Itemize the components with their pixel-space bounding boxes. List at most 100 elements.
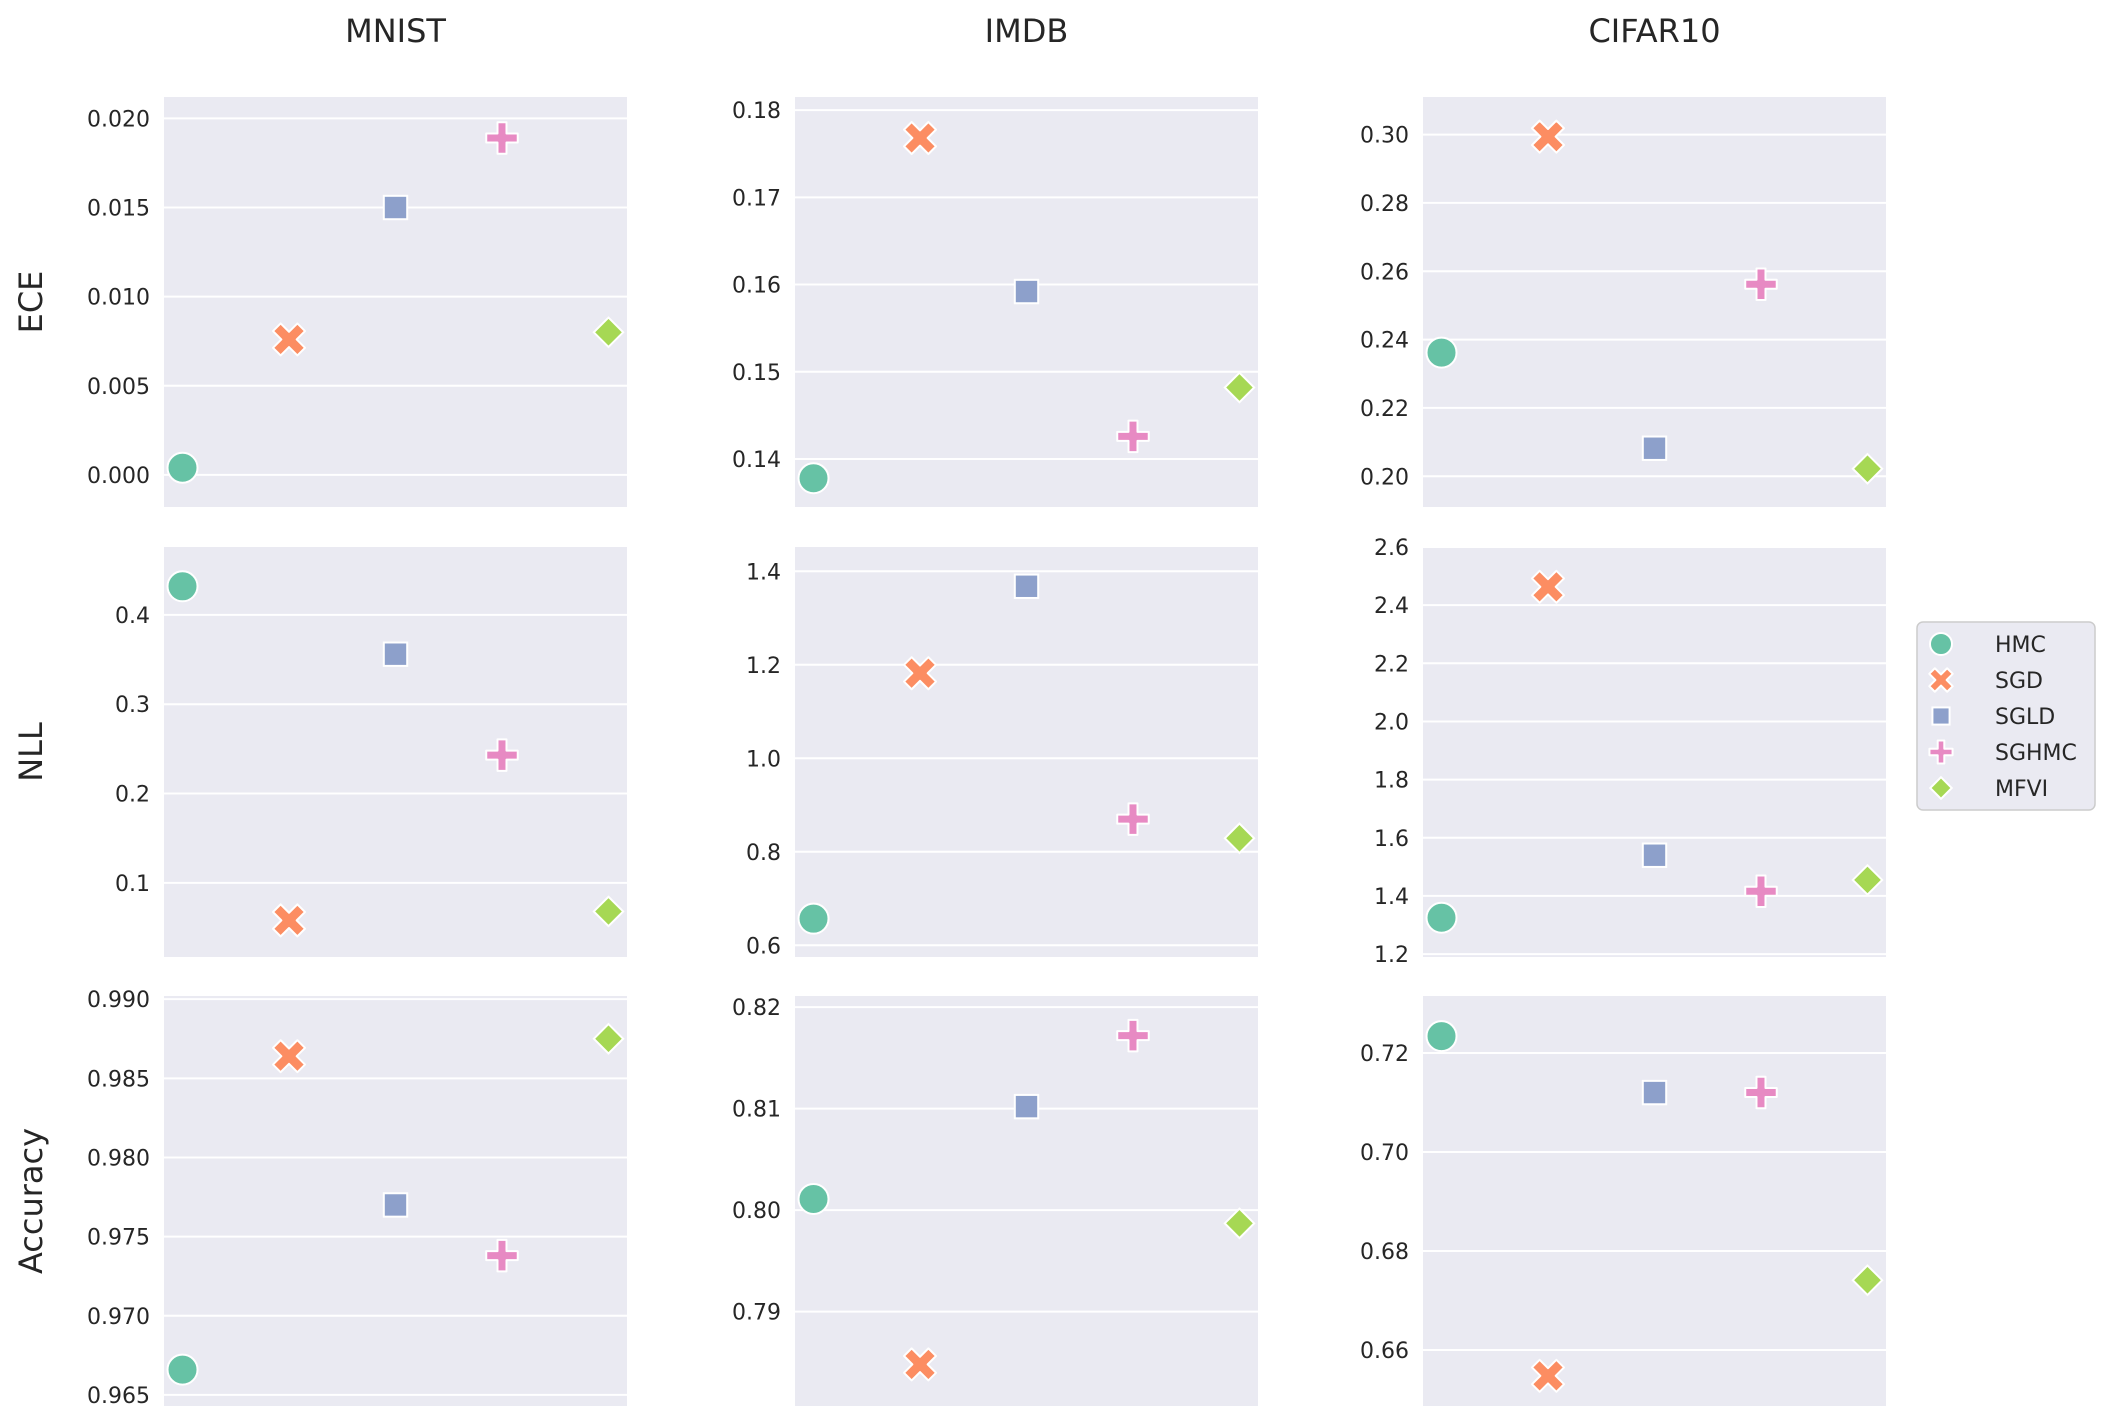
y-tick-label: 0.020 <box>87 107 150 132</box>
column-titles: MNIST IMDB CIFAR10 <box>345 12 1720 50</box>
y-tick-label: 1.8 <box>1374 769 1409 794</box>
plot-area <box>1423 996 1886 1406</box>
y-tick-label: 0.975 <box>87 1226 150 1251</box>
point-sgd <box>1530 569 1566 604</box>
subplot-6: 1.2 1.4 1.6 1.8 2.0 2.2 2.4 2.6 <box>1374 536 1886 968</box>
y-tick-label: 0.20 <box>1360 465 1409 490</box>
legend-label: HMC <box>1995 633 2046 658</box>
y-tick-label: 1.4 <box>1374 885 1409 910</box>
legend-label: SGHMC <box>1995 741 2077 766</box>
legend-marker-hmc <box>1929 632 1953 656</box>
point-mfvi <box>1851 452 1884 485</box>
y-tick-label: 0.3 <box>115 693 150 718</box>
legend-item-sgld: SGLD <box>1931 705 2055 730</box>
point-sgld <box>1641 435 1668 461</box>
y-tick-label: 0.16 <box>732 274 781 299</box>
legend-marker-sgd <box>1928 667 1954 693</box>
plot-area <box>795 547 1258 957</box>
y-tick-label: 0.18 <box>732 99 781 124</box>
point-sgd <box>902 656 938 691</box>
legend-label: MFVI <box>1995 777 2048 802</box>
y-tick-label: 1.0 <box>746 747 781 772</box>
y-tick-label: 2.0 <box>1374 710 1409 735</box>
y-tick-label: 0.82 <box>732 996 781 1021</box>
column-title-1: IMDB <box>985 12 1069 50</box>
legend-item-sgd: SGD <box>1928 667 2043 694</box>
y-tick-label: 0.24 <box>1360 329 1409 354</box>
point-sgd <box>271 903 307 938</box>
y-tick-label: 0.28 <box>1360 192 1409 217</box>
plot-area <box>1423 547 1886 957</box>
point-sghmc <box>485 738 519 772</box>
row-labels: ECE NLL Accuracy <box>12 271 50 1274</box>
y-tick-label: 0.000 <box>87 464 150 489</box>
y-tick-label: 0.80 <box>732 1199 781 1224</box>
subplot-5: 0.6 0.8 1.0 1.2 1.4 <box>746 547 1258 959</box>
column-title-2: CIFAR10 <box>1588 12 1720 50</box>
y-tick-label: 2.2 <box>1374 652 1409 677</box>
point-hmc <box>797 462 830 495</box>
point-sgld <box>1641 1079 1668 1106</box>
point-sgd <box>1530 1358 1566 1393</box>
y-tick-label: 0.005 <box>87 375 150 400</box>
point-sghmc <box>1744 267 1778 301</box>
y-tick-label: 0.980 <box>87 1146 150 1171</box>
y-tick-label: 1.2 <box>1374 943 1409 968</box>
point-hmc <box>1425 336 1458 369</box>
point-sgd <box>902 1347 938 1382</box>
y-tick-label: 0.68 <box>1360 1240 1409 1265</box>
legend-marker-sgld <box>1931 706 1951 726</box>
legend: HMC SGD SGLD SGHMC MFVI <box>1916 621 2096 811</box>
legend-item-sghmc: SGHMC <box>1928 739 2077 766</box>
legend-frame <box>1916 621 2096 811</box>
point-sgd <box>1530 119 1566 154</box>
y-tick-label: 0.1 <box>115 872 150 897</box>
y-tick-label: 0.965 <box>87 1384 150 1409</box>
point-sgld <box>1013 278 1040 305</box>
point-mfvi <box>1851 1264 1884 1297</box>
point-mfvi <box>1223 371 1256 404</box>
point-hmc <box>1425 901 1458 934</box>
y-tick-label: 1.6 <box>1374 827 1409 852</box>
point-sgld <box>382 194 409 221</box>
point-hmc <box>166 570 199 603</box>
y-tick-label: 0.4 <box>115 604 150 629</box>
legend-marker-sghmc <box>1928 739 1954 765</box>
legend-marker-mfvi <box>1928 775 1954 801</box>
y-tick-label: 0.26 <box>1360 260 1409 285</box>
point-mfvi <box>1851 863 1884 897</box>
y-tick-label: 0.15 <box>732 361 781 386</box>
legend-label: SGLD <box>1995 705 2055 730</box>
point-sghmc <box>1744 874 1778 909</box>
legend-item-hmc: HMC <box>1929 632 2046 658</box>
subplot-4: 0.1 0.2 0.3 0.4 <box>115 547 627 957</box>
y-tick-label: 0.8 <box>746 841 781 866</box>
point-hmc <box>797 1182 830 1215</box>
point-sgd <box>902 120 938 156</box>
point-mfvi <box>1223 822 1256 855</box>
legend-item-mfvi: MFVI <box>1928 775 2048 802</box>
subplot-8: 0.79 0.80 0.81 0.82 <box>732 996 1258 1406</box>
point-sghmc <box>1744 1075 1778 1110</box>
row-label-1: NLL <box>12 722 50 782</box>
point-sgld <box>1013 1093 1040 1120</box>
row-label-2: Accuracy <box>12 1128 50 1274</box>
plot-area <box>164 97 627 507</box>
subplot-7: 0.965 0.970 0.975 0.980 0.985 0.990 <box>87 988 627 1409</box>
point-sgld <box>1641 842 1668 868</box>
point-sghmc <box>1116 419 1150 454</box>
point-hmc <box>166 451 199 484</box>
legend-label: SGD <box>1995 669 2043 694</box>
y-tick-label: 0.015 <box>87 197 150 222</box>
y-tick-label: 0.66 <box>1360 1339 1409 1364</box>
plot-area <box>795 996 1258 1406</box>
subplot-3: 0.20 0.22 0.24 0.26 0.28 0.30 <box>1360 97 1886 507</box>
point-mfvi <box>592 316 625 349</box>
subplot-1: 0.000 0.005 0.010 0.015 0.020 <box>87 97 627 507</box>
y-tick-label: 2.6 <box>1374 536 1409 561</box>
y-tick-label: 0.985 <box>87 1067 150 1092</box>
y-tick-label: 0.010 <box>87 286 150 311</box>
point-sghmc <box>1116 1018 1150 1053</box>
plot-area <box>164 547 627 957</box>
subplot-grid: 0.0000.0050.0100.0150.0200.140.150.160.1… <box>87 97 1886 1409</box>
